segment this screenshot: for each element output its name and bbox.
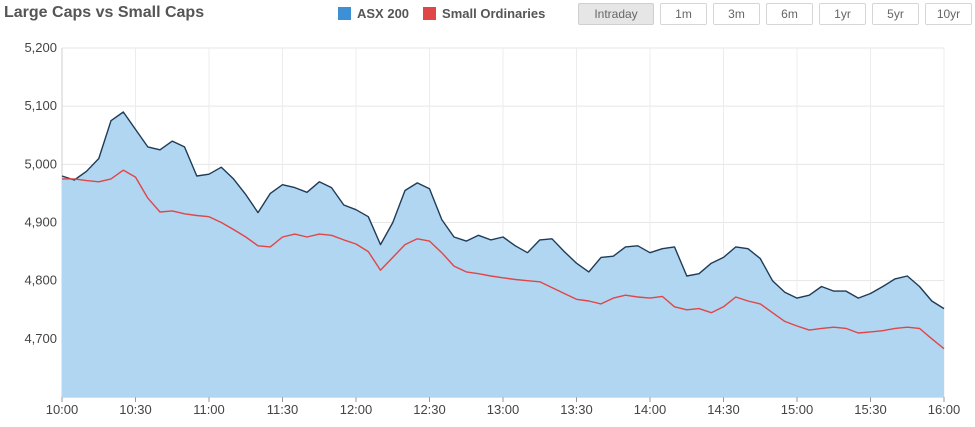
y-tick-label: 4,800 xyxy=(24,273,57,288)
legend-label-asx200: ASX 200 xyxy=(357,6,410,21)
y-tick-label: 4,700 xyxy=(24,331,57,346)
x-tick-label: 16:00 xyxy=(928,402,961,417)
x-tick-label: 14:00 xyxy=(634,402,667,417)
asx200-area xyxy=(62,112,944,397)
x-tick-label: 12:30 xyxy=(413,402,446,417)
range-button-intraday[interactable]: Intraday xyxy=(578,3,654,25)
legend: ASX 200 Small Ordinaries xyxy=(338,6,559,21)
range-button-1yr[interactable]: 1yr xyxy=(819,3,866,25)
x-tick-label: 12:00 xyxy=(340,402,373,417)
x-tick-label: 11:30 xyxy=(267,402,299,417)
x-tick-label: 14:30 xyxy=(707,402,740,417)
range-selector: Intraday 1m 3m 6m 1yr 5yr 10yr xyxy=(578,3,975,25)
x-tick-label: 10:30 xyxy=(119,402,152,417)
small-ordinaries-line xyxy=(62,169,945,350)
legend-item-asx200[interactable]: ASX 200 xyxy=(338,6,409,21)
y-tick-label: 5,000 xyxy=(24,156,57,171)
legend-swatch-small-ordinaries xyxy=(423,7,437,20)
y-tick-label: 5,100 xyxy=(24,98,57,113)
x-tick-label: 15:30 xyxy=(854,402,887,417)
x-tick-label: 11:00 xyxy=(193,402,225,417)
y-tick-label: 5,200 xyxy=(24,40,57,55)
chart-title: Large Caps vs Small Caps xyxy=(4,4,205,21)
legend-item-small-ordinaries[interactable]: Small Ordinaries xyxy=(423,6,545,21)
range-button-1m[interactable]: 1m xyxy=(660,3,707,25)
range-button-10yr[interactable]: 10yr xyxy=(925,3,972,25)
x-tick-label: 15:00 xyxy=(781,402,814,417)
x-tick-label: 13:30 xyxy=(560,402,593,417)
range-button-5yr[interactable]: 5yr xyxy=(872,3,919,25)
x-tick-label: 10:00 xyxy=(46,402,79,417)
legend-swatch-asx200 xyxy=(338,7,351,20)
asx200-line xyxy=(61,111,945,310)
y-tick-label: 4,900 xyxy=(24,215,57,230)
legend-label-small-ordinaries: Small Ordinaries xyxy=(442,6,546,21)
range-button-3m[interactable]: 3m xyxy=(713,3,760,25)
x-tick-label: 13:00 xyxy=(487,402,520,417)
range-button-6m[interactable]: 6m xyxy=(766,3,813,25)
